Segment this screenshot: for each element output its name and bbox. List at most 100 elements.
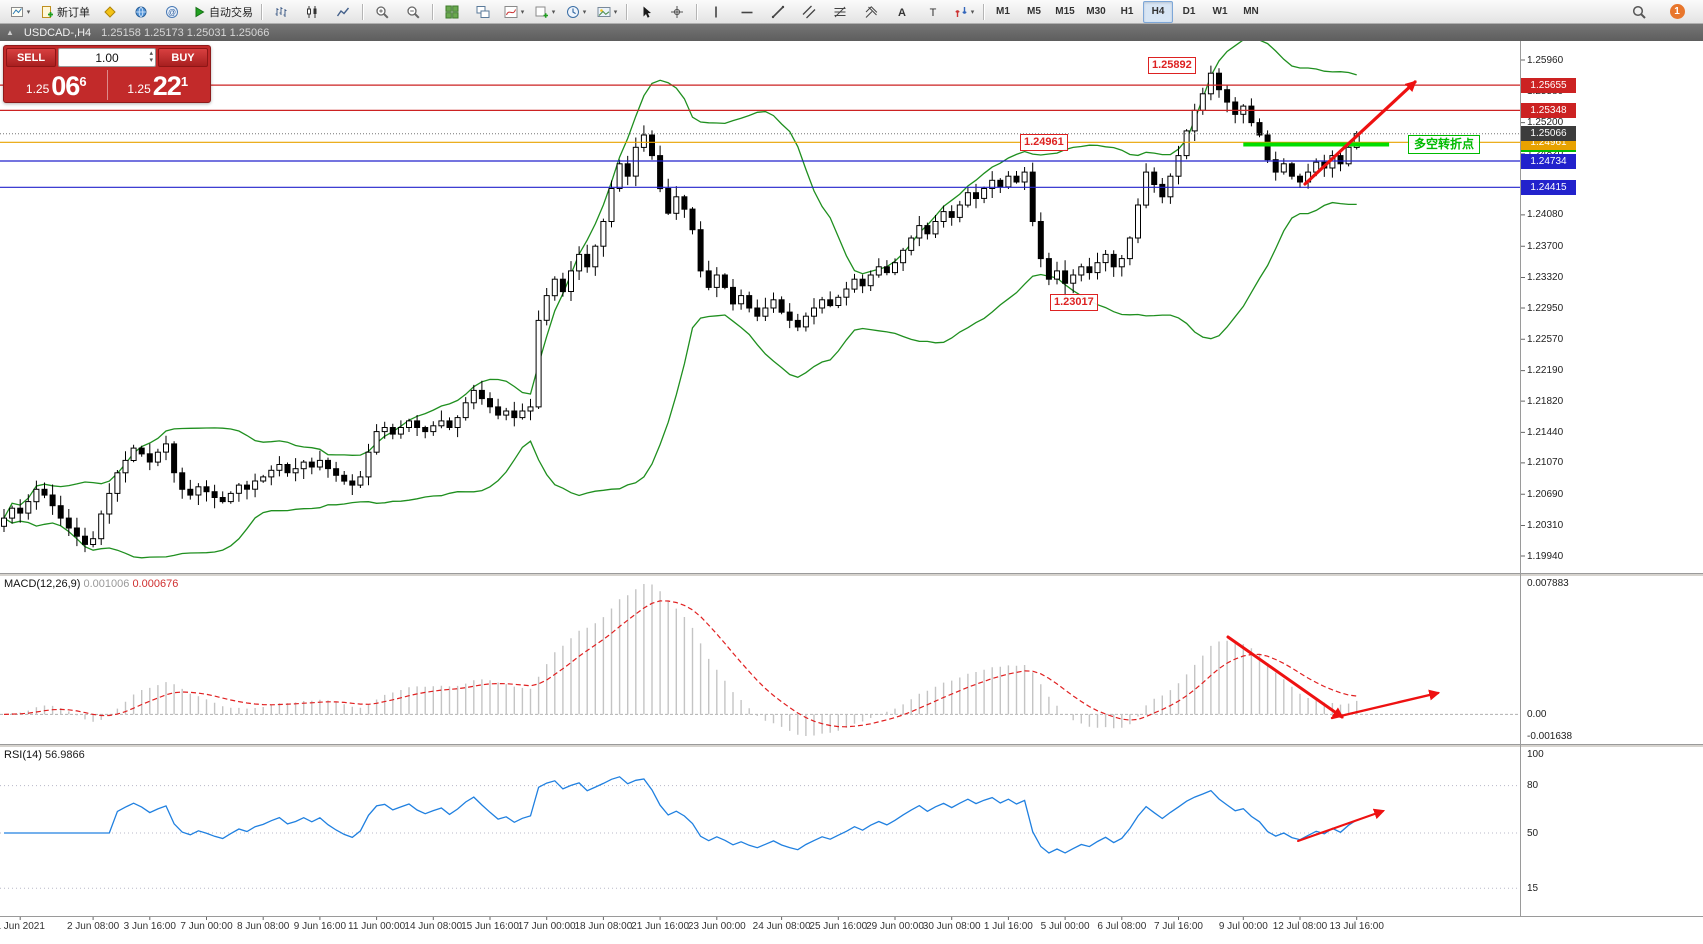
pitchfork-button[interactable] (856, 1, 886, 23)
macd-panel[interactable] (0, 584, 1520, 736)
time-axis-label: 14 Jun 08:00 (404, 921, 463, 932)
chevron-down-icon: ▾ (970, 8, 975, 16)
timeframe-m1-button[interactable]: M1 (996, 6, 1010, 17)
bars-icon (275, 6, 287, 17)
timeframe-d1-button[interactable]: D1 (1182, 6, 1196, 17)
pitchfork-icon (865, 5, 878, 18)
add-indicator-button[interactable]: ▾ (530, 1, 560, 23)
vline-icon (715, 6, 717, 17)
timeframe-w1-button[interactable]: W1 (1212, 6, 1228, 17)
level-price-box: 1.25655 (1521, 77, 1576, 93)
toolbar-separator (362, 3, 363, 20)
market-watch-button[interactable] (126, 1, 156, 23)
time-axis-label: 17 Jun 00:00 (517, 921, 576, 932)
search-button[interactable] (1624, 1, 1654, 23)
volume-spinner[interactable]: ▴ ▾ (149, 50, 153, 64)
chart-annotation[interactable]: 多空转折点 (1408, 135, 1481, 154)
time-axis-label: 9 Jul 00:00 (1218, 921, 1268, 932)
vertical-line-button[interactable] (701, 1, 731, 23)
channel-icon (802, 5, 816, 18)
arrows-button[interactable]: ▾ (949, 1, 979, 23)
price-trend-arrow[interactable] (1303, 80, 1417, 186)
level-price-box: 1.25348 (1521, 102, 1576, 118)
sell-price[interactable]: 1.25 06 6 (25, 71, 87, 101)
chart-annotation[interactable]: 1.25892 (1148, 57, 1196, 74)
timeframe-m5-button[interactable]: M5 (1027, 6, 1041, 17)
timeframe-m15-button[interactable]: M15 (1055, 6, 1075, 17)
timeframe-h4-button[interactable]: H4 (1143, 0, 1173, 23)
arrange-icon (476, 5, 490, 18)
trendline-button[interactable] (763, 1, 793, 23)
time-axis-label: 29 Jun 00:00 (866, 921, 924, 932)
price-scale-label: 1.25200 (1527, 117, 1564, 129)
autotrading-button[interactable]: 自动交易 (188, 1, 257, 23)
chart-annotation[interactable]: 1.24961 (1020, 134, 1068, 151)
time-axis-label: 9 Jun 16:00 (293, 921, 347, 932)
channel-button[interactable] (794, 1, 824, 23)
price-scale-label: 1.19940 (1527, 550, 1564, 562)
volume-field[interactable]: 1.00 ▴ ▾ (58, 48, 156, 67)
symbol-direction-icon: ▲ (6, 28, 14, 37)
indicators-button[interactable]: ▾ (499, 1, 529, 23)
candlestick-button[interactable] (297, 1, 327, 23)
line-chart-button[interactable] (328, 1, 358, 23)
zoom-out-button[interactable] (398, 1, 428, 23)
chart-annotation[interactable]: 1.23017 (1050, 294, 1098, 311)
toolbar-separator (261, 3, 262, 20)
rsi-up-arrow[interactable] (1297, 808, 1386, 842)
rsi-name: RSI(14) (4, 749, 42, 761)
favorites-button[interactable] (95, 1, 125, 23)
zoom-in-button[interactable] (367, 1, 397, 23)
rsi-panel[interactable] (0, 776, 1520, 889)
search-icon (1632, 5, 1646, 19)
horizontal-line-button[interactable] (732, 1, 762, 23)
rsi-indicator-label: RSI(14) 56.9866 (4, 749, 85, 761)
panel-splitter[interactable] (0, 573, 1703, 576)
crosshair-button[interactable] (662, 1, 692, 23)
fibonacci-button[interactable] (825, 1, 855, 23)
zoomout-icon (407, 5, 420, 19)
macd-down-arrow[interactable] (1226, 635, 1344, 719)
chevron-down-icon: ▾ (613, 8, 618, 16)
buy-price[interactable]: 1.25 22 1 (127, 71, 189, 101)
label-button[interactable]: T (918, 1, 948, 23)
zoomin-icon (376, 5, 389, 19)
time-axis-label: 25 Jun 16:00 (809, 921, 868, 932)
toolbar-separator (983, 3, 984, 20)
text-button[interactable]: A (887, 1, 917, 23)
tile-windows-button[interactable] (437, 1, 467, 23)
volume-value: 1.00 (95, 50, 119, 65)
bid-price-box: 1.25066 (1521, 126, 1576, 142)
chart-ohlc: 1.25158 1.25173 1.25031 1.25066 (101, 26, 270, 39)
macd-signal-value: 0.000676 (132, 578, 179, 590)
price-chart[interactable] (0, 39, 1520, 559)
toolbar: ▾ 新订单 @ 自动交易 ▾ ▾ ▾ ▾ A T ▾ M1 M5 M15 M30 H1 H4 D1 W1 MN 1 (0, 0, 1703, 24)
time-axis-label: 21 Jun 16:00 (631, 921, 690, 932)
notifications-button[interactable]: 1 (1662, 1, 1692, 23)
bar-chart-button[interactable] (266, 1, 296, 23)
cursor-button[interactable] (631, 1, 661, 23)
arrange-windows-button[interactable] (468, 1, 498, 23)
one-click-trading-panel[interactable]: SELL 1.00 ▴ ▾ BUY 1.25 06 6 1.25 22 1 (3, 45, 211, 103)
price-scale-label: 1.20310 (1527, 520, 1564, 531)
panel-splitter[interactable] (0, 744, 1703, 747)
timeframe-mn-button[interactable]: MN (1243, 6, 1259, 17)
chevron-down-icon: ▾ (582, 8, 587, 16)
buy-button[interactable]: BUY (158, 48, 208, 67)
macd-scale-label: 0.00 (1527, 709, 1547, 721)
timeframe-h1-button[interactable]: H1 (1120, 6, 1134, 17)
periods-button[interactable]: ▾ (561, 1, 591, 23)
community-button[interactable]: @ (157, 1, 187, 23)
new-chart-button[interactable]: ▾ (5, 1, 35, 23)
price-scale-label: 1.25960 (1527, 54, 1564, 66)
rsi-value: 56.9866 (44, 749, 85, 761)
sell-button[interactable]: SELL (6, 48, 56, 67)
macd-scale-label: -0.001638 (1527, 731, 1573, 742)
template-button[interactable]: ▾ (592, 1, 622, 23)
timeframe-m30-button[interactable]: M30 (1086, 6, 1106, 17)
new-order-button[interactable]: 新订单 (36, 1, 94, 23)
play-icon (195, 6, 205, 17)
macd-up-arrow[interactable] (1330, 689, 1441, 720)
